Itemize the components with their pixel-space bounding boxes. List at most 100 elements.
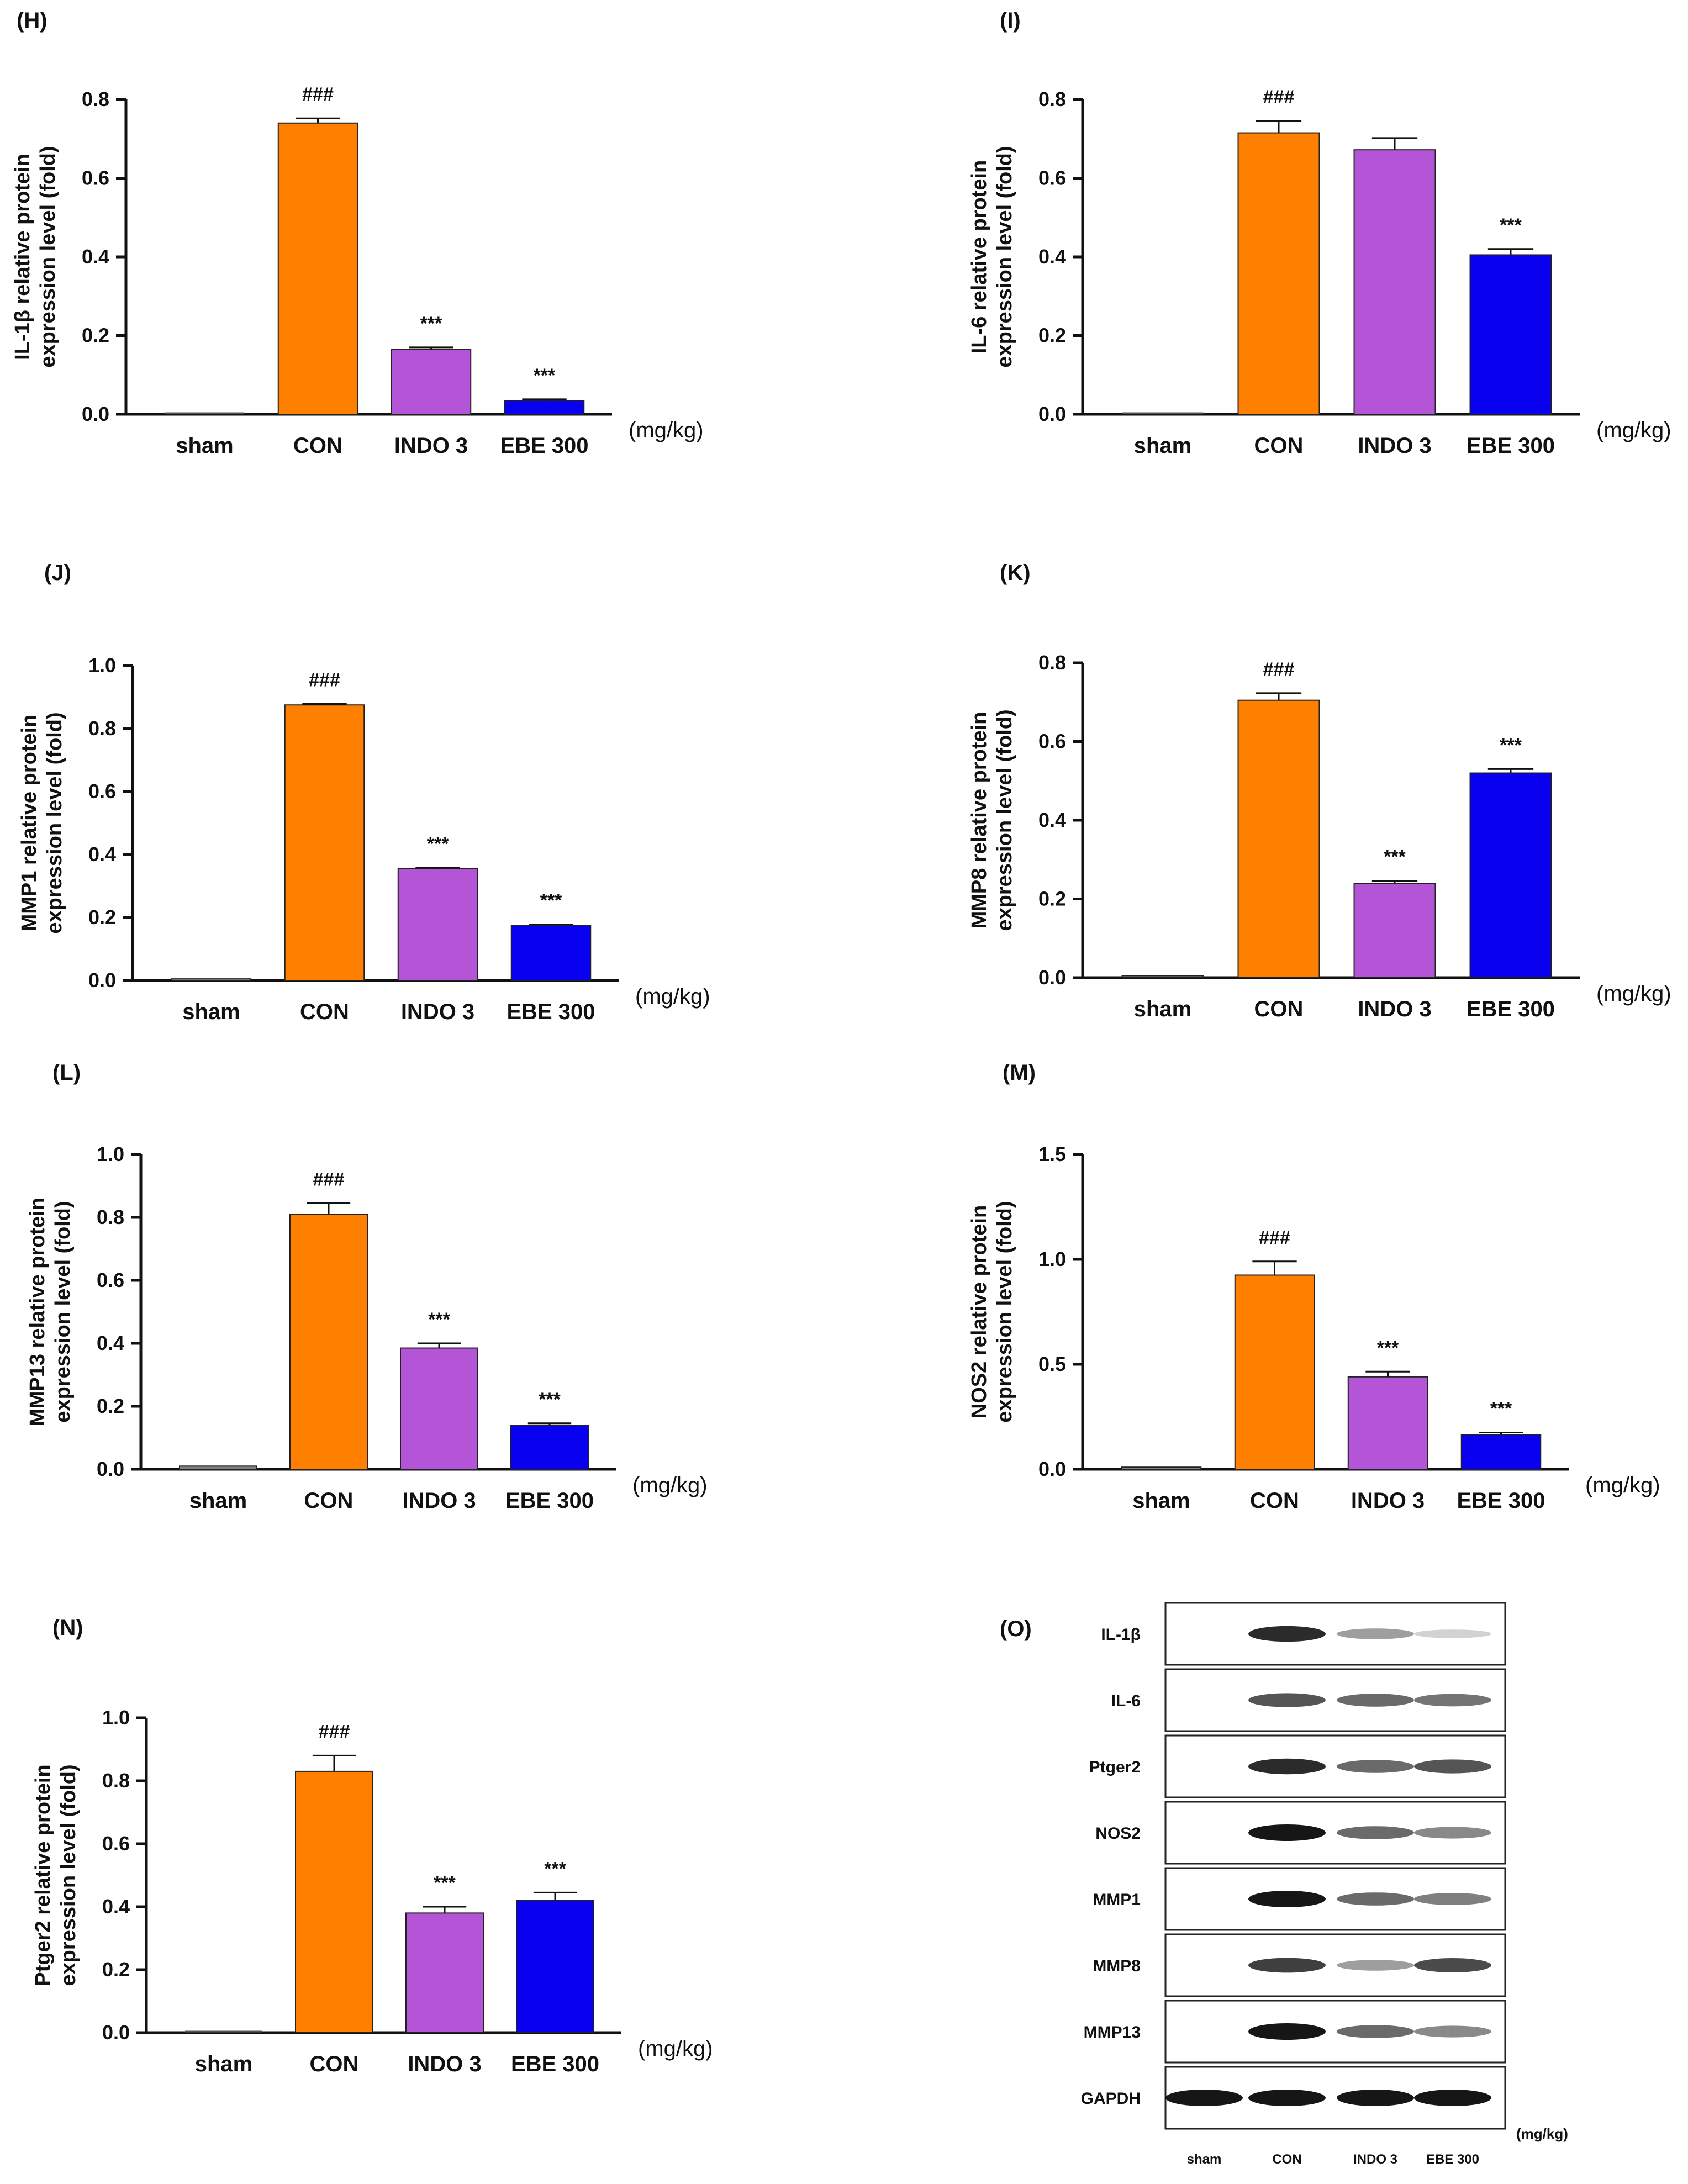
y-axis-label-line-1: MMP1 relative protein	[18, 715, 41, 932]
blot-band	[1414, 2025, 1491, 2038]
unit-label: (mg/kg)	[635, 984, 710, 1009]
y-axis-label-line-2: expression level (fold)	[36, 146, 60, 367]
blot-band	[1248, 1891, 1326, 1907]
y-tick-label: 1.0	[102, 1706, 130, 1729]
y-axis-label-line-2: expression level (fold)	[993, 1201, 1016, 1422]
y-tick-label: 1.5	[1038, 1143, 1066, 1165]
y-tick-label: 0.2	[1038, 888, 1066, 910]
blot-lane-label: EBE 300	[1426, 2152, 1479, 2167]
x-category-label: sham	[176, 434, 234, 458]
y-axis-label: MMP13 relative protein expression level (…	[26, 1197, 75, 1426]
y-axis-label-line-1: MMP8 relative protein	[968, 712, 991, 929]
y-tick-label: 0.5	[1038, 1353, 1066, 1375]
bar	[516, 1900, 594, 2034]
x-category-label: EBE 300	[1467, 434, 1555, 458]
y-tick-label: 0.8	[88, 717, 116, 740]
y-axis-label: Ptger2 relative protein expression level …	[31, 1764, 80, 1986]
blot-band	[1248, 1626, 1326, 1642]
significance-label: ***	[534, 365, 556, 386]
bar	[1353, 883, 1436, 978]
y-tick-label: 0.6	[102, 1832, 130, 1855]
bar	[405, 1912, 484, 2033]
significance-label: ###	[1259, 1227, 1290, 1248]
unit-label: (mg/kg)	[632, 1473, 708, 1497]
y-tick-label: 0.6	[1038, 730, 1066, 753]
x-category-label: CON	[293, 434, 342, 458]
x-category-label: sham	[1132, 1489, 1190, 1513]
x-category-label: INDO 3	[1358, 997, 1431, 1021]
y-axis-label-line-1: MMP13 relative protein	[26, 1197, 49, 1426]
blot-band	[1414, 1893, 1491, 1905]
blot-row-label: IL-1β	[1101, 1626, 1141, 1644]
bar	[1237, 132, 1320, 415]
x-category-label: EBE 300	[1467, 997, 1555, 1021]
x-category-label: EBE 300	[505, 1489, 594, 1513]
y-tick-label: 0.6	[1038, 167, 1066, 189]
x-category-label: INDO 3	[394, 434, 468, 458]
blot-band	[1337, 1628, 1414, 1639]
bar	[284, 704, 365, 981]
blot-band	[1414, 1759, 1491, 1774]
x-category-label: CON	[304, 1489, 354, 1513]
significance-label: ***	[544, 1858, 566, 1879]
bar	[295, 1770, 373, 2033]
x-category-label: EBE 300	[507, 1000, 595, 1024]
blot-band	[1414, 2090, 1491, 2106]
blot-band	[1248, 2090, 1326, 2106]
blot-band	[1414, 1958, 1491, 1972]
x-category-label: EBE 300	[1457, 1489, 1545, 1513]
blot-band	[1337, 2025, 1414, 2038]
y-tick-label: 0.2	[88, 906, 116, 929]
blot-band	[1248, 1958, 1326, 1973]
y-tick-label: 1.0	[88, 654, 116, 677]
y-tick-label: 0.6	[88, 780, 116, 803]
y-axis-label-line-1: IL-6 relative protein	[968, 160, 991, 354]
blot-row-label: MMP13	[1084, 2023, 1141, 2041]
blot-lane-label: sham	[1187, 2152, 1222, 2167]
blot-unit-label: (mg/kg)	[1516, 2125, 1568, 2142]
chart-panel: (H) 0.0 0.2 0.4 0.6 0.8 IL-1β relative protein…	[11, 8, 704, 458]
blot-band	[1337, 2090, 1414, 2106]
x-category-label: INDO 3	[402, 1489, 476, 1513]
significance-label: ***	[1500, 735, 1522, 756]
y-tick-label: 0.4	[102, 1895, 130, 1918]
blot-row-label: MMP1	[1093, 1891, 1141, 1909]
unit-label: (mg/kg)	[1596, 982, 1671, 1006]
y-tick-label: 1.0	[1038, 1248, 1066, 1270]
y-axis-label: IL-1β relative protein expression level (…	[11, 146, 60, 367]
blot-band	[1414, 1827, 1491, 1839]
significance-label: ***	[428, 1309, 450, 1330]
blot-row-label: GAPDH	[1081, 2090, 1141, 2108]
bar	[397, 868, 478, 982]
blot-lane-label: INDO 3	[1353, 2152, 1397, 2167]
y-axis-label-line-2: expression level (fold)	[51, 1201, 75, 1422]
significance-label: ***	[540, 890, 562, 911]
bar	[1469, 254, 1552, 415]
y-axis-label-line-2: expression level (fold)	[43, 712, 66, 933]
blot-band	[1337, 1960, 1414, 1971]
y-axis-label: IL-6 relative protein expression level (f…	[968, 146, 1016, 367]
blot-band	[1165, 2090, 1243, 2106]
significance-label: ###	[313, 1169, 345, 1190]
y-tick-label: 0.4	[1038, 245, 1066, 268]
x-category-label: sham	[1134, 997, 1192, 1021]
y-axis-label-line-1: Ptger2 relative protein	[31, 1764, 55, 1986]
chart-panel: (M) 0.0 0.5 1.0 1.5 NOS2 relative protein expr…	[968, 1061, 1660, 1513]
bar	[1121, 1466, 1202, 1470]
blot-row-label: IL-6	[1111, 1692, 1141, 1710]
bar	[510, 1425, 589, 1470]
x-category-label: sham	[182, 1000, 240, 1024]
blot-band	[1337, 1760, 1414, 1773]
chart-panel: (I) 0.0 0.2 0.4 0.6 0.8 IL-6 relative protein e…	[968, 8, 1671, 458]
panel-label: (J)	[44, 561, 71, 585]
y-axis-label-line-1: NOS2 relative protein	[968, 1205, 991, 1418]
y-tick-label: 0.2	[102, 1958, 130, 1981]
significance-label: ***	[427, 833, 449, 854]
bar	[1460, 1434, 1542, 1470]
significance-label: ***	[1377, 1337, 1399, 1358]
significance-label: ***	[1500, 215, 1522, 236]
panel-label: (L)	[52, 1061, 81, 1085]
unit-label: (mg/kg)	[638, 2037, 713, 2061]
y-tick-label: 0.6	[82, 167, 109, 189]
blot-row-label: Ptger2	[1089, 1758, 1141, 1776]
